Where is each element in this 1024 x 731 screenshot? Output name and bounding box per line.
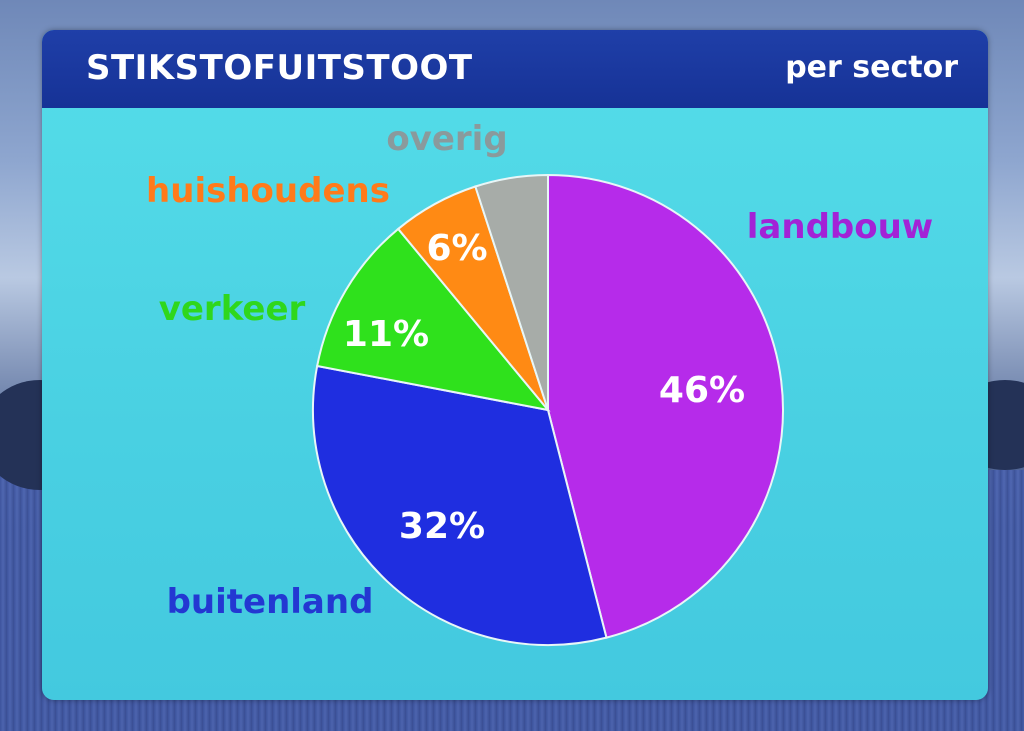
pie-labels: landbouw 46% buitenland 32% verkeer 11% huisho… xyxy=(146,119,933,622)
category-label-landbouw: landbouw xyxy=(747,207,933,247)
value-label-huishoudens: 6% xyxy=(426,228,487,269)
chart-panel: STIKSTOFUITSTOOT per sector xyxy=(42,30,988,700)
chart-subtitle: per sector xyxy=(785,50,958,85)
chart-title: STIKSTOFUITSTOOT xyxy=(86,48,473,88)
pie-slice-buitenland xyxy=(312,364,608,646)
category-label-buitenland: buitenland xyxy=(167,582,374,622)
pie-slice-landbouw xyxy=(547,173,784,639)
value-label-landbouw: 46% xyxy=(659,370,745,411)
pie-slice-verkeer xyxy=(315,227,551,412)
category-label-verkeer: verkeer xyxy=(159,289,306,329)
value-label-verkeer: 11% xyxy=(343,314,429,355)
pie-slice-overig xyxy=(474,173,549,411)
category-label-huishoudens: huishoudens xyxy=(146,171,390,211)
value-label-buitenland: 32% xyxy=(399,506,485,547)
pie-slices xyxy=(312,173,784,646)
chart-header: STIKSTOFUITSTOOT per sector xyxy=(42,30,988,108)
category-label-overig: overig xyxy=(386,119,507,159)
